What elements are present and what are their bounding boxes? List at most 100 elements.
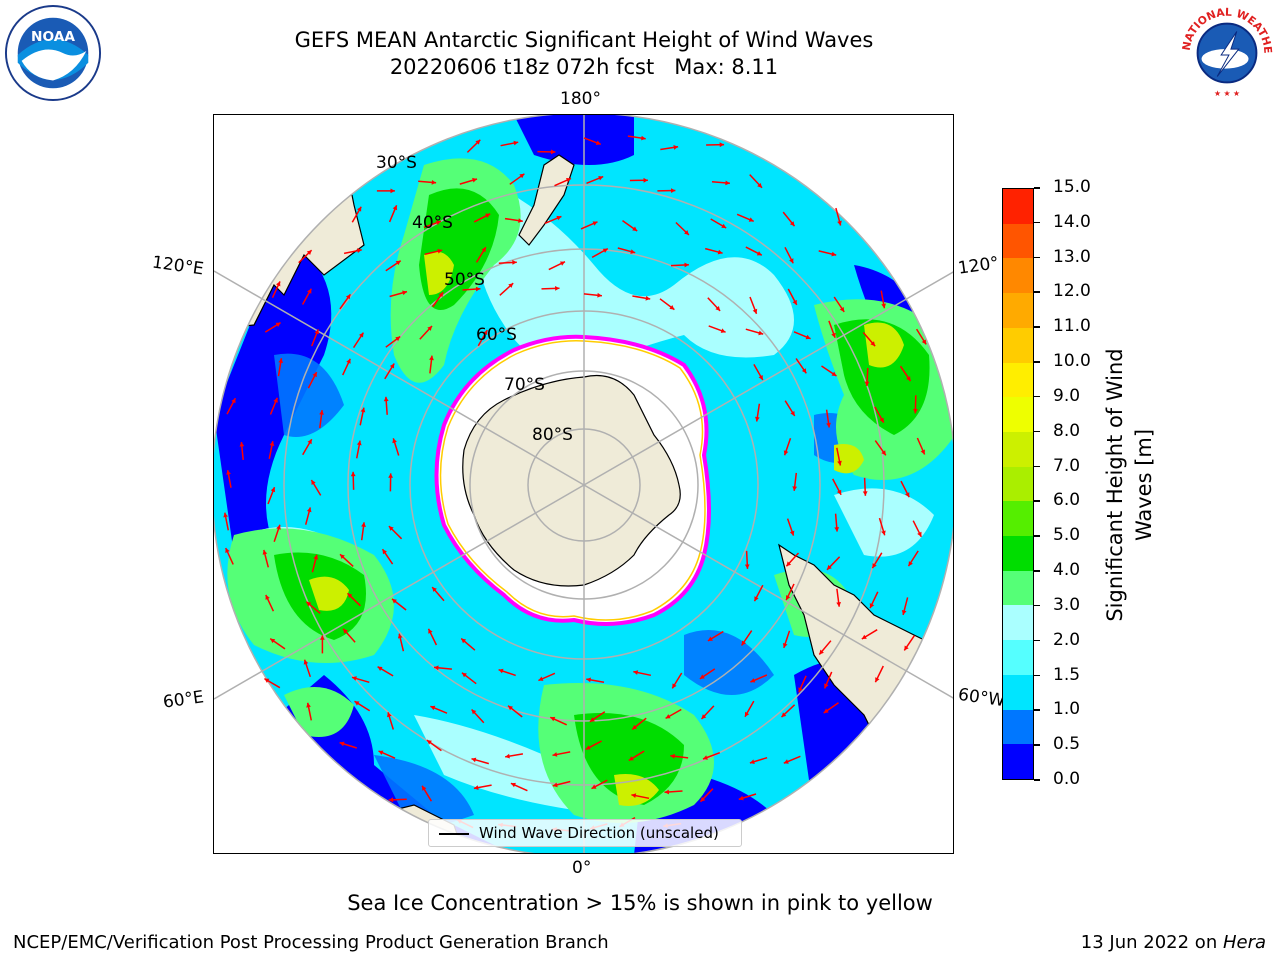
- wave-direction-arrowhead: [725, 180, 730, 186]
- wave-direction-arrowhead: [741, 640, 747, 646]
- wave-direction-arrowhead: [684, 262, 689, 268]
- svg-text:★ ★ ★: ★ ★ ★: [1214, 89, 1240, 98]
- wave-direction-arrowhead: [390, 188, 395, 194]
- colorbar-segment: [1003, 327, 1033, 363]
- wave-direction-arrowhead: [684, 230, 689, 235]
- wave-direction-arrowhead: [551, 149, 556, 155]
- wave-direction-arrowhead: [273, 397, 278, 403]
- wave-direction-arrowhead: [345, 294, 351, 300]
- meridian-120e: [214, 270, 585, 486]
- colorbar-segment: [1003, 189, 1033, 224]
- wave-direction-arrowhead: [699, 674, 705, 679]
- wave-direction-arrowhead: [361, 522, 366, 527]
- wave-direction-arrowhead: [471, 757, 477, 763]
- wave-direction-arrowhead: [270, 638, 276, 644]
- wave-direction-arrowhead: [314, 329, 319, 335]
- legend-label: Wind Wave Direction (unscaled): [479, 824, 719, 842]
- wave-direction-arrowhead: [392, 598, 397, 604]
- wave-direction-arrowhead: [861, 634, 867, 639]
- wave-direction-arrowhead: [670, 753, 675, 759]
- wave-direction-arrowhead: [473, 785, 479, 790]
- wave-direction-arrowhead: [265, 594, 270, 600]
- wave-direction-arrowhead: [801, 368, 807, 374]
- wave-direction-arrowhead: [805, 334, 811, 340]
- wave-direction-arrowhead: [781, 712, 787, 718]
- wave-direction-arrowhead: [303, 659, 309, 665]
- wave-direction-arrowhead: [906, 376, 911, 382]
- wave-direction-arrowhead: [556, 215, 562, 221]
- wave-direction-arrowhead: [602, 248, 608, 253]
- colorbar-tick-label: 14.0: [1053, 211, 1091, 232]
- wave-direction-arrowhead: [745, 711, 750, 717]
- wave-direction-arrowhead: [538, 676, 544, 681]
- wave-direction-arrowhead: [550, 716, 556, 722]
- wave-direction-arrowhead: [555, 286, 560, 291]
- wave-direction-arrowhead: [750, 678, 756, 683]
- wave-direction-arrowhead: [665, 714, 671, 719]
- wave-direction-arrowhead: [347, 593, 353, 598]
- polar-map: Wind Wave Direction (unscaled) 30°S 40°S…: [213, 114, 954, 854]
- wave-direction-arrowhead: [508, 283, 514, 288]
- wave-direction-arrowhead: [352, 676, 357, 681]
- wave-direction-arrowhead: [881, 303, 886, 309]
- wave-direction-arrowhead: [429, 355, 434, 361]
- colorbar-tick: [1034, 570, 1040, 572]
- wave-direction-arrowhead: [306, 702, 311, 708]
- colorbar-tick: [1034, 361, 1040, 363]
- wave-direction-arrowhead: [461, 638, 467, 644]
- wave-direction-arrowhead: [483, 330, 488, 336]
- wave-direction-arrowhead: [721, 223, 727, 228]
- wave-direction-arrowhead: [560, 261, 565, 266]
- lon-label-60w: 60°W: [956, 684, 1007, 712]
- wave-direction-arrowhead: [792, 486, 798, 491]
- wave-direction-arrowhead: [798, 687, 803, 693]
- wave-direction-arrowhead: [426, 740, 432, 745]
- wave-direction-arrowhead: [672, 683, 677, 689]
- meridian-60e: [214, 484, 585, 700]
- wave-direction-arrowhead: [598, 176, 604, 181]
- meridian-120w: [583, 271, 953, 486]
- africa: [214, 764, 305, 853]
- wave-direction-arrowhead: [437, 248, 443, 254]
- wave-direction-arrowhead: [510, 782, 516, 788]
- wave-direction-arrowhead: [269, 441, 275, 446]
- wave-direction-arrowhead: [306, 507, 312, 513]
- wave-direction-arrowhead: [783, 450, 789, 456]
- wave-direction-arrowhead: [382, 549, 387, 555]
- wave-direction-arrowhead: [826, 422, 831, 428]
- wave-direction-arrowhead: [357, 248, 362, 253]
- wave-direction-arrowhead: [438, 292, 444, 298]
- wave-direction-arrowhead: [754, 596, 759, 602]
- colorbar-tick-label: 15.0: [1053, 177, 1091, 197]
- wave-direction-arrowhead: [673, 145, 679, 150]
- colorbar-tick-label: 12.0: [1053, 281, 1091, 302]
- wave-direction-arrowhead: [586, 677, 591, 683]
- legend-line-icon: [439, 833, 469, 835]
- footer-timestamp: 13 Jun 2022 on Hera: [1081, 932, 1266, 953]
- colorbar-tick: [1034, 744, 1040, 746]
- wave-direction-arrowhead: [921, 339, 927, 345]
- colorbar-tick-label: 13.0: [1053, 246, 1091, 267]
- colorbar-tick-label: 3.0: [1053, 594, 1081, 615]
- wave-direction-arrowhead: [428, 628, 433, 634]
- wave-direction-arrowhead: [383, 396, 389, 402]
- colorbar-tick-label: 0.5: [1053, 734, 1081, 755]
- wave-direction-arrowhead: [388, 526, 394, 531]
- wave-direction-arrowhead: [720, 328, 726, 333]
- wave-direction-arrowhead: [671, 188, 676, 193]
- wave-direction-arrowhead: [307, 288, 312, 294]
- wave-direction-arrowhead: [632, 226, 638, 231]
- wave-direction-arrowhead: [430, 705, 436, 711]
- wave-direction-arrowhead: [870, 341, 876, 347]
- wave-direction-arrowhead: [585, 745, 591, 750]
- colorbar-tick: [1034, 779, 1040, 781]
- wave-direction-arrowhead: [395, 336, 401, 342]
- wave-direction-arrowhead: [498, 668, 504, 674]
- wave-direction-arrowhead: [631, 793, 637, 798]
- wave-direction-arrowhead: [908, 561, 913, 567]
- wave-direction-arrowhead: [669, 305, 675, 310]
- colorbar-title-line1: Significant Height of Wind: [1103, 348, 1127, 622]
- lat-label-70s: 70°S: [504, 375, 545, 395]
- wave-direction-arrowhead: [589, 717, 595, 722]
- wave-direction-arrowhead: [789, 530, 795, 536]
